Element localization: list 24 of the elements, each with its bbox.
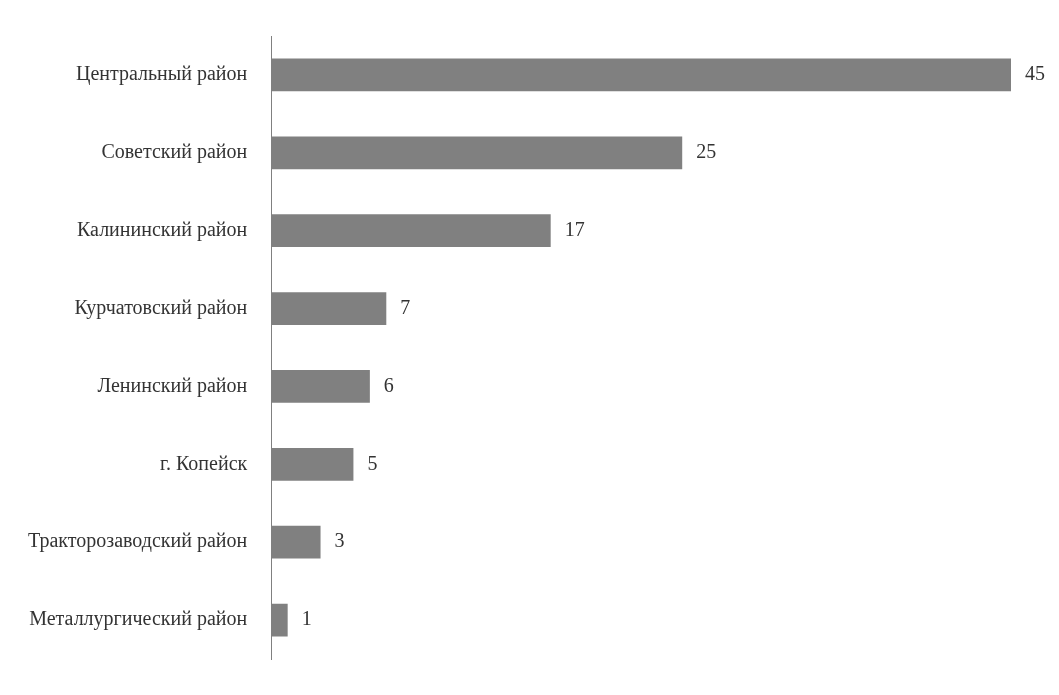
y-tick-label: Центральный район <box>75 62 248 86</box>
y-tick-label: Металлургический район <box>29 607 248 631</box>
y-tick-label: Ленинский район <box>97 373 248 397</box>
y-tick-label: г. Копейск <box>160 451 248 474</box>
bar <box>271 136 683 170</box>
data-label: 5 <box>367 451 378 474</box>
data-label: 3 <box>334 529 345 552</box>
bar <box>271 525 321 559</box>
bar <box>271 292 387 325</box>
bar <box>271 370 370 403</box>
data-label: 17 <box>564 217 585 240</box>
data-label: 6 <box>383 373 394 396</box>
bar <box>271 214 551 248</box>
y-tick-label: Тракторозаводский район <box>27 529 248 553</box>
bar <box>271 447 354 481</box>
data-label: 1 <box>301 607 312 630</box>
y-tick-label: Советский район <box>101 140 248 164</box>
data-label: 25 <box>696 140 717 163</box>
bar <box>271 58 1011 92</box>
bar <box>271 603 288 637</box>
y-tick-label: Курчатовский район <box>74 295 248 319</box>
y-tick-label: Калининский район <box>77 217 248 241</box>
data-label: 45 <box>1025 62 1045 85</box>
data-label: 7 <box>400 295 411 318</box>
